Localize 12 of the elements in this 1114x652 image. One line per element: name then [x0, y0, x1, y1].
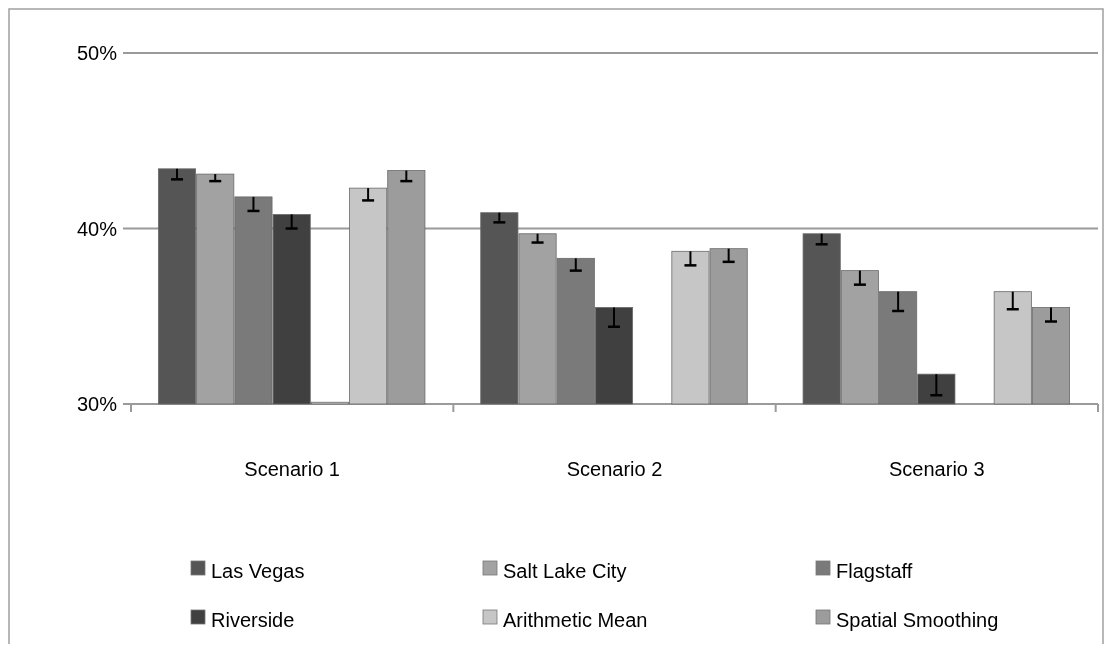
legend-label: Spatial Smoothing [836, 609, 999, 631]
legend-label: Riverside [211, 609, 295, 631]
legend-label: Flagstaff [836, 560, 913, 582]
legend-label: Las Vegas [211, 560, 305, 582]
x-tick-label: Scenario 1 [244, 458, 340, 480]
x-tick-label: Scenario 3 [889, 458, 985, 480]
y-tick-label: 40% [76, 217, 118, 240]
x-tick-label: Scenario 2 [566, 458, 663, 480]
y-tick-label: 30% [76, 393, 118, 415]
legend-label: Arithmetic Mean [503, 609, 648, 631]
legend-label: Salt Lake City [503, 560, 627, 582]
y-tick-label: 50% [76, 42, 118, 64]
